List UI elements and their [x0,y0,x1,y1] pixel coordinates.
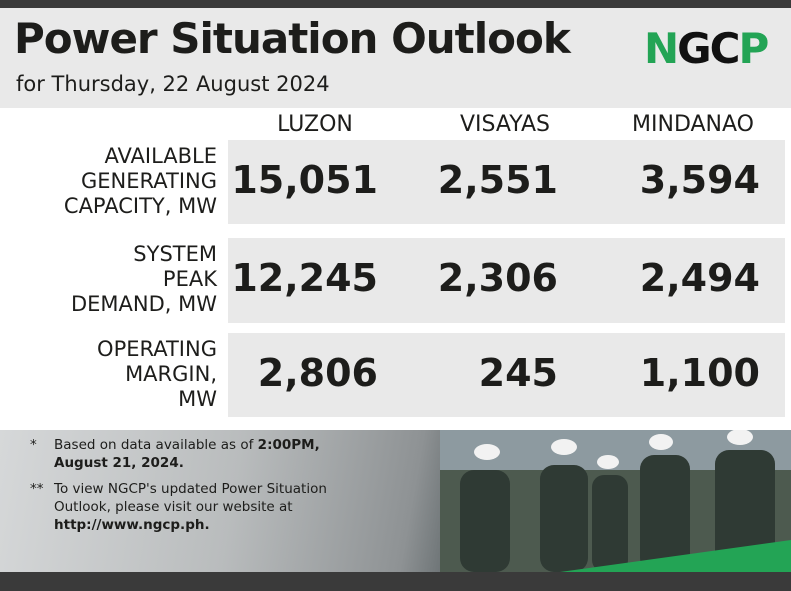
note-text: Based on data available as of 2:00PM, Au… [54,436,360,472]
column-header: VISAYAS [460,112,550,137]
column-header: LUZON [277,112,353,137]
logo-letter: C [709,24,741,73]
note-body: To view NGCP's updated Power Situation O… [54,481,327,515]
cell-value: 245 [478,351,558,395]
header [0,8,791,108]
logo: NGCP [644,24,769,73]
row-label-line: SYSTEM [133,242,217,266]
note-emphasis: http://www.ngcp.ph. [54,517,210,533]
note-text: To view NGCP's updated Power Situation O… [54,480,360,534]
photo-panel [0,430,791,572]
row-background [228,238,785,323]
cell-value: 1,100 [639,351,760,395]
bottom-bar [0,572,791,591]
note-body: Based on data available as of [54,437,258,453]
row-label-line: GENERATING [81,169,217,193]
cell-value: 2,806 [257,351,378,395]
row-label-line: PEAK [162,267,217,291]
note-emphasis: 2:00PM, August 21, 2024. [54,437,320,471]
row-label-line: MW [178,387,217,411]
title: Power Situation Outlook [14,14,571,63]
row-label-line: AVAILABLE [104,144,217,168]
logo-letter: N [644,24,679,73]
people [460,450,775,572]
row-label-line: OPERATING [97,337,217,361]
row-label-line: CAPACITY, MW [63,194,217,218]
top-bar [0,0,791,8]
row-background [228,333,785,417]
note-marker: ** [30,481,44,497]
cell-value: 15,051 [231,158,378,202]
accent-corner [560,540,791,572]
row-label: AVAILABLE GENERATING CAPACITY, MW [10,144,217,219]
cell-value: 12,245 [231,256,378,300]
subtitle: for Thursday, 22 August 2024 [16,72,330,96]
row-label-line: DEMAND, MW [70,292,217,316]
row-label: OPERATING MARGIN, MW [10,337,217,412]
cell-value: 2,551 [437,158,558,202]
row-background [228,140,785,224]
note: * Based on data available as of 2:00PM, A… [30,436,360,472]
cell-value: 3,594 [639,158,760,202]
row-label: SYSTEM PEAK DEMAND, MW [10,242,217,317]
note: ** To view NGCP's updated Power Situation… [30,480,360,534]
cell-value: 2,306 [437,256,558,300]
row-label-line: MARGIN, [125,362,217,386]
column-header: MINDANAO [632,112,754,137]
logo-letter: G [677,24,712,73]
helmets [474,430,753,469]
cell-value: 2,494 [639,256,760,300]
note-marker: * [30,437,37,453]
photo [440,430,791,572]
logo-letter: P [738,24,769,73]
